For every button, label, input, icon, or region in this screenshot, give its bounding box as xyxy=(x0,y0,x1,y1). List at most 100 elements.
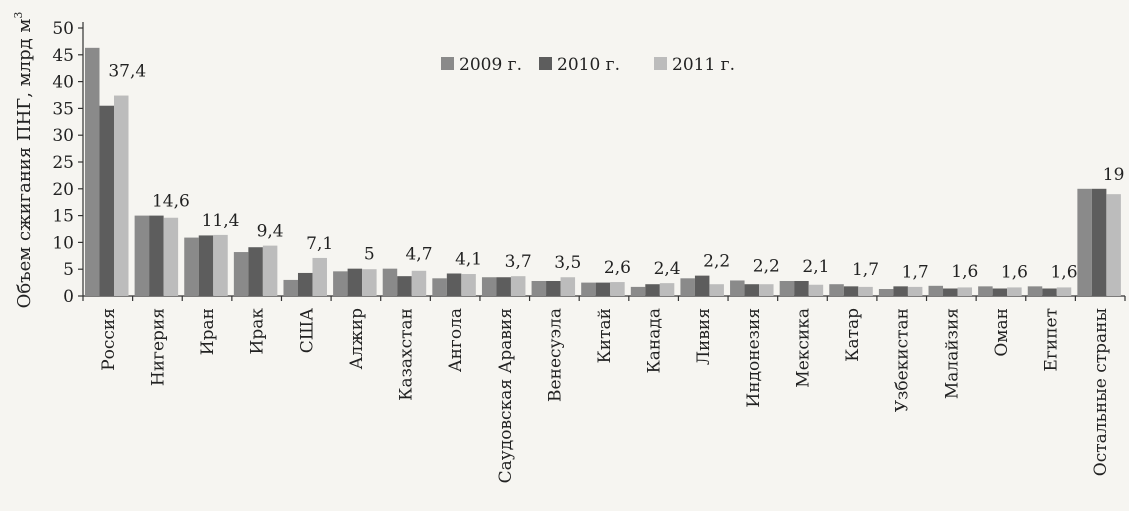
category-label: Египет xyxy=(1042,308,1062,371)
bar-3-7 xyxy=(411,270,427,296)
bar-3-8 xyxy=(461,274,476,296)
bar-3-10 xyxy=(560,277,576,296)
bar-3-14 xyxy=(759,284,774,296)
value-label: 5 xyxy=(364,245,375,265)
bar-1-7 xyxy=(382,268,398,296)
category-label: Иран xyxy=(198,308,218,355)
bar-3-13 xyxy=(709,284,724,296)
y-axis-title-superscript: 3 xyxy=(12,12,25,19)
bars-group xyxy=(85,47,1121,296)
bar-1-4 xyxy=(233,252,249,296)
value-label: 14,6 xyxy=(152,192,190,212)
legend-label-1: 2009 г. xyxy=(459,55,522,75)
bar-2-2 xyxy=(149,215,164,296)
category-label: Саудовская Аравия xyxy=(496,308,516,483)
bar-2-19 xyxy=(992,288,1008,296)
value-label: 1,7 xyxy=(902,262,929,282)
value-label: 7,1 xyxy=(306,234,333,254)
bar-1-3 xyxy=(184,237,199,296)
bar-2-9 xyxy=(496,277,511,296)
bar-1-11 xyxy=(581,282,596,296)
bar-2-6 xyxy=(347,268,363,296)
value-labels-group: 37,4 14,6 11,4 9,4 7,1 5 4,7 4,1 3,7 3,5 2,6 2,4 2,2… xyxy=(108,62,1124,283)
bar-3-11 xyxy=(610,282,625,296)
value-label: 4,1 xyxy=(455,250,482,270)
bar-3-12 xyxy=(659,283,675,296)
value-label: 3,7 xyxy=(505,252,532,272)
category-label: Остальные страны xyxy=(1091,308,1111,476)
bar-2-16 xyxy=(843,286,859,296)
y-axis-title-text: Объем сжигания ПНГ, млрд м xyxy=(14,19,35,309)
bar-1-2 xyxy=(134,215,150,296)
category-label: Узбекистан xyxy=(893,308,913,412)
bar-3-4 xyxy=(262,245,278,296)
legend-label-2: 2010 г. xyxy=(557,55,620,75)
category-label: Ангола xyxy=(446,308,466,372)
bar-3-16 xyxy=(858,286,873,296)
y-tick-label: 40 xyxy=(52,73,74,93)
value-label: 1,6 xyxy=(1050,262,1077,282)
bar-3-21 xyxy=(1106,194,1121,296)
category-label: Китай xyxy=(595,308,615,363)
y-tick-label: 25 xyxy=(52,153,74,173)
y-tick-label: 0 xyxy=(63,287,74,307)
bar-3-19 xyxy=(1007,287,1022,296)
bar-3-5 xyxy=(312,257,327,296)
y-tick-label: 20 xyxy=(52,180,74,200)
bar-2-15 xyxy=(794,280,809,296)
y-tick-label: 50 xyxy=(52,19,74,39)
bar-2-1 xyxy=(99,105,114,296)
bar-1-20 xyxy=(1027,286,1043,296)
legend: 2009 г. 2010 г. 2011 г. xyxy=(441,55,735,75)
bar-2-3 xyxy=(198,235,214,296)
bar-1-1 xyxy=(85,47,100,296)
y-axis-title: Объем сжигания ПНГ, млрд м3 xyxy=(12,12,35,309)
bar-2-18 xyxy=(943,288,958,296)
value-label: 19 xyxy=(1103,165,1125,185)
bar-2-20 xyxy=(1042,288,1057,296)
bar-3-18 xyxy=(957,287,973,296)
category-label: Ирак xyxy=(248,308,268,355)
value-label: 2,2 xyxy=(753,257,780,277)
bar-1-16 xyxy=(829,284,844,296)
bar-1-6 xyxy=(333,271,348,296)
bar-1-8 xyxy=(432,278,447,296)
bar-1-13 xyxy=(680,278,695,296)
category-label: Нигерия xyxy=(148,308,168,386)
value-label: 2,4 xyxy=(654,259,681,279)
bar-2-8 xyxy=(446,273,462,296)
bar-3-9 xyxy=(510,276,526,296)
value-label: 1,6 xyxy=(951,262,978,282)
value-label: 2,1 xyxy=(802,257,829,277)
category-label: Малайзия xyxy=(942,308,962,399)
bar-2-21 xyxy=(1091,188,1107,296)
bar-1-10 xyxy=(531,280,547,296)
bar-1-5 xyxy=(283,279,298,296)
value-label: 1,7 xyxy=(852,260,879,280)
y-tick-label: 35 xyxy=(52,99,74,119)
value-label: 4,7 xyxy=(405,245,432,265)
y-tick-label: 10 xyxy=(52,233,74,253)
category-label: Венесуэла xyxy=(545,308,565,402)
y-tick-label: 45 xyxy=(52,46,74,66)
category-label: Казахстан xyxy=(397,308,417,401)
value-label: 37,4 xyxy=(108,62,146,82)
y-tick-label: 5 xyxy=(63,260,74,280)
bar-3-17 xyxy=(907,286,923,296)
value-label: 1,6 xyxy=(1001,262,1028,282)
bar-1-12 xyxy=(630,286,646,296)
bar-1-9 xyxy=(481,277,497,296)
category-label: Индонезия xyxy=(744,308,764,408)
bar-2-4 xyxy=(248,247,263,296)
bar-2-13 xyxy=(694,275,710,296)
value-label: 2,6 xyxy=(604,258,631,278)
category-label: Канада xyxy=(645,308,665,373)
category-labels-group: Россия Нигерия Иран Ирак США Алжир Казахстан Ан… xyxy=(99,308,1111,484)
category-label: Алжир xyxy=(347,308,367,370)
bar-2-11 xyxy=(595,282,611,296)
legend-swatch-1 xyxy=(441,57,454,70)
category-label: Катар xyxy=(843,308,863,362)
bar-3-15 xyxy=(808,284,824,296)
legend-swatch-3 xyxy=(654,57,667,70)
bar-2-10 xyxy=(546,280,561,296)
